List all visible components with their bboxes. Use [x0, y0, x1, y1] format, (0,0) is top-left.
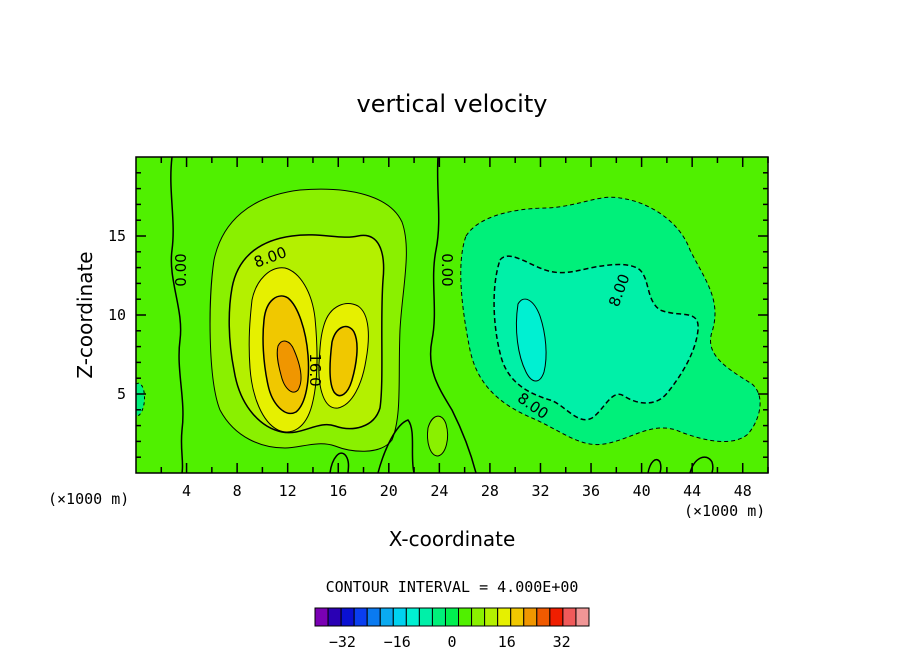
y-axis-label: Z-coordinate — [73, 251, 97, 378]
colorbar-swatch — [562, 607, 577, 627]
x-tick-label: 20 — [380, 482, 398, 500]
x-tick-label: 28 — [481, 482, 499, 500]
colorbar-swatch — [444, 607, 460, 627]
zero-contour-bottom-a — [329, 452, 350, 474]
colorbar-swatch — [327, 607, 342, 627]
contour-label-zero-left: 0.00 — [172, 253, 190, 286]
colorbar-swatch — [431, 607, 446, 627]
contour-interval-text: CONTOUR INTERVAL = 4.000E+00 — [326, 578, 579, 596]
colorbar-tick-label: 16 — [498, 633, 516, 651]
x-tick-label: 40 — [633, 482, 651, 500]
colorbar-swatch — [379, 607, 394, 627]
contour-small-negative — [135, 382, 145, 417]
x-tick-label: 12 — [279, 482, 297, 500]
zero-contour-center — [429, 156, 477, 474]
contour-fill-20 — [276, 340, 302, 393]
zero-contour-bottom-c — [689, 456, 714, 474]
colorbar-tick-labels: −32 −16 0 16 32 — [329, 633, 571, 651]
colorbar-swatch — [549, 607, 564, 627]
colorbar-swatch — [523, 607, 538, 627]
x-unit-left: (×1000 m) — [48, 490, 129, 508]
colorbar-swatch — [497, 607, 512, 627]
colorbar-swatch — [418, 607, 433, 627]
x-tick-label: 8 — [233, 482, 242, 500]
zero-contour-bottom-b — [377, 419, 415, 474]
contour-label-16: 16.0 — [306, 353, 324, 386]
colorbar-swatch — [392, 607, 407, 627]
colorbar — [314, 607, 590, 627]
x-tick-label: 44 — [683, 482, 701, 500]
colorbar-swatch — [405, 607, 420, 627]
x-tick-label: 4 — [182, 482, 191, 500]
y-axis-ticks: 5 10 15 — [108, 172, 768, 458]
colorbar-swatch — [510, 607, 525, 627]
colorbar-tick-label: −32 — [329, 633, 356, 651]
zero-contour-left — [170, 156, 184, 474]
x-tick-label: 32 — [531, 482, 549, 500]
chart-title: vertical velocity — [357, 90, 548, 118]
colorbar-swatch — [366, 607, 381, 627]
colorbar-tick-label: −16 — [384, 633, 411, 651]
colorbar-swatch — [340, 607, 355, 627]
zero-contour-bottom-d — [647, 458, 662, 474]
x-tick-label: 24 — [430, 482, 448, 500]
colorbar-swatch — [536, 607, 551, 627]
colorbar-tick-label: 32 — [553, 633, 571, 651]
plot-area: 8.00 16.0 0.00 0.00 8.00 8.00 — [135, 156, 769, 474]
contour-label-zero-center: 0.00 — [438, 253, 456, 286]
colorbar-swatch — [458, 607, 473, 627]
colorbar-swatch — [575, 607, 590, 627]
contour-fill-16b — [329, 325, 358, 397]
colorbar-swatch — [471, 607, 486, 627]
y-tick-label: 10 — [108, 306, 126, 324]
x-tick-label: 16 — [329, 482, 347, 500]
y-tick-label: 15 — [108, 227, 126, 245]
x-tick-label: 36 — [582, 482, 600, 500]
contour-fill-neg8 — [493, 255, 699, 421]
contour-small-positive — [427, 415, 449, 457]
x-unit-right: (×1000 m) — [684, 502, 765, 520]
contour-fill-neg12 — [515, 298, 547, 382]
x-axis-label: X-coordinate — [389, 527, 516, 551]
x-tick-label: 48 — [734, 482, 752, 500]
colorbar-swatch — [484, 607, 499, 627]
colorbar-swatch — [353, 607, 368, 627]
colorbar-tick-label: 0 — [447, 633, 456, 651]
x-axis-ticks: 4 8 12 16 20 24 28 32 36 40 44 48 — [160, 157, 769, 500]
y-tick-label: 5 — [117, 385, 126, 403]
colorbar-swatch — [314, 607, 329, 627]
